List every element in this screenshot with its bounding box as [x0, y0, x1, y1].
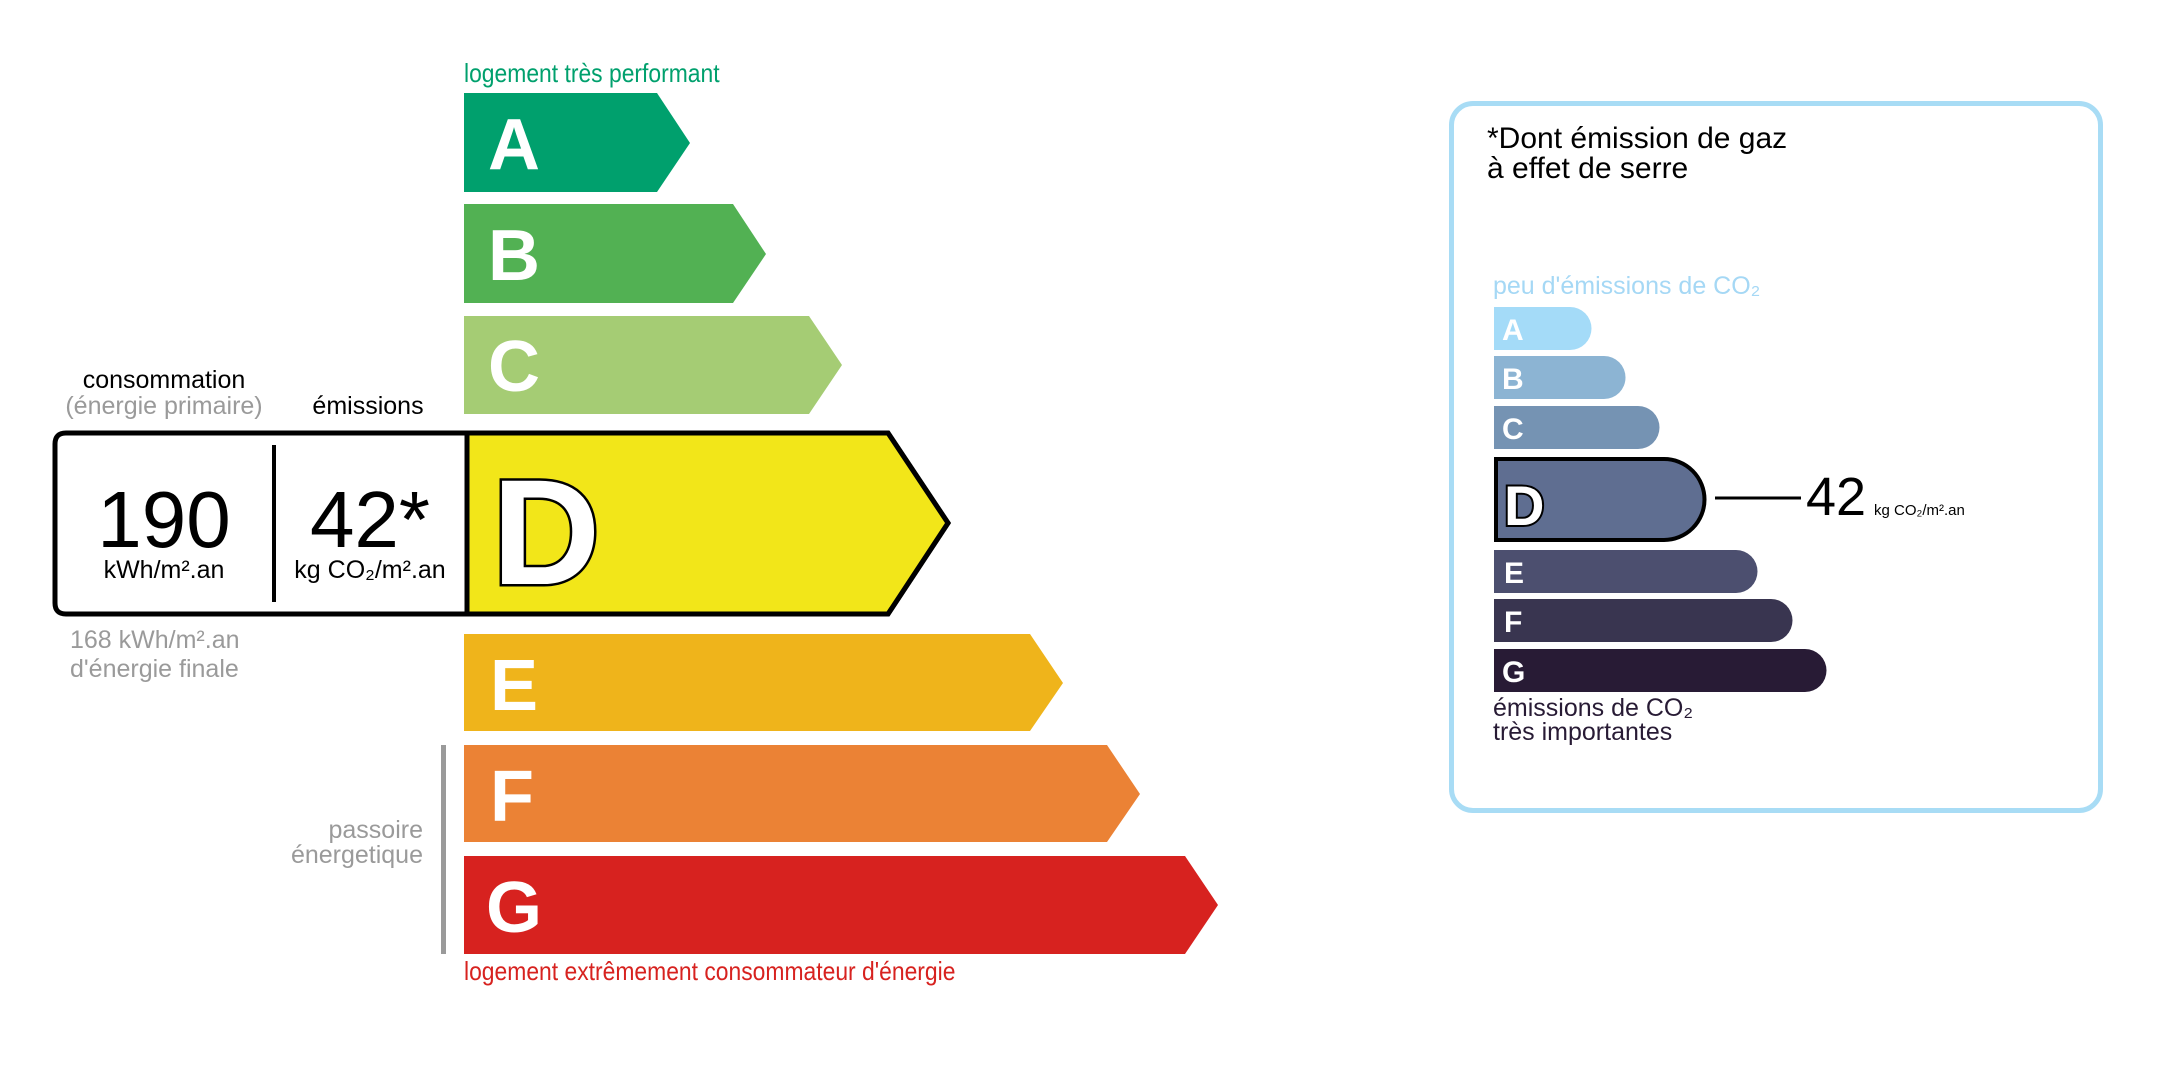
energy-letter-f: F	[490, 757, 534, 837]
ges-letter-e: E	[1504, 557, 1524, 590]
ges-letter-g: G	[1502, 656, 1525, 689]
ges-value: 42	[1806, 467, 1867, 527]
energy-bar-a	[464, 93, 690, 192]
ges-panel	[1449, 101, 2103, 813]
energy-letter-d: D	[492, 448, 600, 616]
passoire-bracket	[441, 745, 446, 954]
ges-letter-f: F	[1504, 606, 1522, 639]
energy-letter-g: G	[486, 868, 542, 948]
energy-top-label: logement très performant	[464, 58, 720, 88]
ges-bar-a	[1494, 307, 1592, 350]
ges-letter-c: C	[1502, 413, 1524, 446]
consumption-header: consommation	[82, 366, 246, 394]
ges-letter-d: D	[1504, 474, 1544, 537]
energy-bar-c	[464, 316, 842, 414]
ges-letter-b: B	[1502, 363, 1524, 396]
energy-bar-b	[464, 204, 766, 303]
energy-bottom-label: logement extrêmement consommateur d'éner…	[464, 956, 956, 986]
final-energy-label: d'énergie finale	[70, 655, 239, 683]
ges-title-1: *Dont émission de gaz	[1487, 122, 1788, 155]
energy-bar-f	[464, 745, 1140, 842]
ges-title-2: à effet de serre	[1487, 152, 1689, 185]
energy-bar-e	[464, 634, 1063, 731]
ges-bar-b	[1494, 356, 1626, 399]
energy-bar-d	[464, 430, 951, 617]
ges-bottom-label-2: très importantes	[1493, 718, 1673, 746]
ges-bottom-label-1: émissions de CO₂	[1493, 694, 1694, 722]
energy-letter-b: B	[488, 216, 540, 296]
ges-top-label: peu d'émissions de CO₂	[1493, 272, 1761, 300]
consumption-unit: kWh/m².an	[103, 556, 225, 584]
consumption-value: 190	[97, 475, 231, 564]
ges-bar-d	[1494, 457, 1707, 542]
ges-bar-e	[1494, 550, 1758, 593]
consumption-subheader: (énergie primaire)	[65, 392, 263, 420]
emissions-unit: kg CO₂/m².an	[294, 556, 446, 584]
ges-bar-g	[1494, 649, 1827, 692]
energy-bar-g	[464, 856, 1218, 954]
energy-letter-a: A	[488, 105, 540, 185]
emissions-header: émissions	[312, 392, 424, 420]
final-energy-value: 168 kWh/m².an	[70, 626, 240, 654]
passoire-label-1: passoire	[328, 816, 424, 844]
passoire-label-2: énergetique	[290, 841, 423, 869]
energy-letter-c: C	[488, 327, 540, 407]
energy-letter-e: E	[490, 646, 538, 726]
ges-bar-c	[1494, 406, 1660, 449]
ges-bar-f	[1494, 599, 1793, 642]
ges-unit: kg CO₂/m².an	[1874, 502, 1965, 519]
emissions-value: 42*	[309, 475, 431, 564]
ges-letter-a: A	[1502, 314, 1524, 347]
